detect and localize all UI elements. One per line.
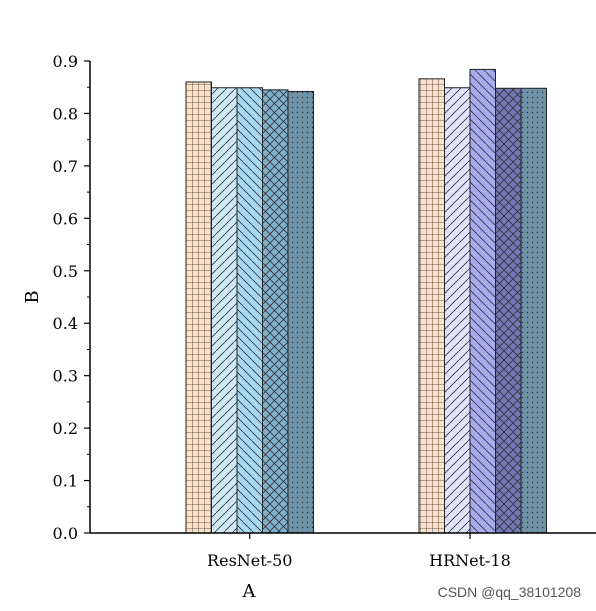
watermark-text: CSDN @qq_38101208 xyxy=(438,584,582,600)
bar-hrnet-18-series-1 xyxy=(418,78,445,534)
x-tick-label: HRNet-18 xyxy=(429,551,511,570)
bar-resnet-50-series-1 xyxy=(185,81,212,534)
bar-hrnet-18-series-5 xyxy=(520,87,547,534)
bar-resnet-50-series-2 xyxy=(211,87,238,534)
y-tick-label: 0.6 xyxy=(53,209,78,228)
y-axis-title: B xyxy=(22,290,43,303)
y-tick-label: 0.2 xyxy=(53,419,78,438)
y-tick-label: 0.3 xyxy=(53,367,78,386)
y-tick-label: 0.4 xyxy=(53,314,78,333)
y-tick-label: 0.9 xyxy=(53,52,78,71)
bar-resnet-50-series-3 xyxy=(236,87,263,534)
bar-hrnet-18-series-3 xyxy=(469,68,496,534)
y-tick-label: 0.0 xyxy=(53,524,78,543)
x-axis-title: A xyxy=(242,581,257,602)
x-tick-label: ResNet-50 xyxy=(207,551,292,570)
y-tick-label: 0.8 xyxy=(53,104,78,123)
bar-hrnet-18-series-4 xyxy=(495,87,522,534)
axes-group: 0.0 0.1 0.2 0.3 0.4 0.5 0.6 0.7 0.8 0.9 ResNet-50 H… xyxy=(53,52,596,570)
bars-group xyxy=(185,68,547,534)
y-tick-label: 0.7 xyxy=(53,157,78,176)
bar-resnet-50-series-5 xyxy=(287,90,314,534)
y-tick-label: 0.1 xyxy=(53,472,78,491)
bar-resnet-50-series-4 xyxy=(262,89,289,534)
y-tick-label: 0.5 xyxy=(53,262,78,281)
bar-hrnet-18-series-2 xyxy=(444,87,471,534)
